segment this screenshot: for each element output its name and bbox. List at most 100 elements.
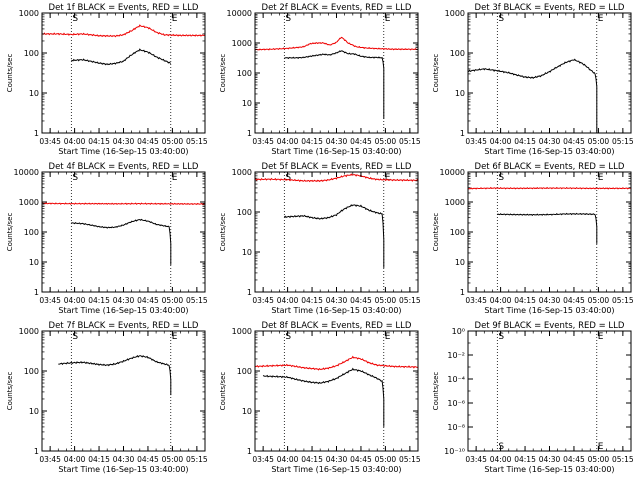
y-tick-label: 10 — [29, 258, 39, 267]
panel-title: Det 1f BLACK = Events, RED = LLD — [49, 3, 199, 13]
y-tick-label: 1000 — [19, 327, 39, 336]
x-tick-label: 04:00 — [490, 455, 512, 464]
x-tick-label: 04:00 — [64, 455, 86, 464]
panel-title: Det 3f BLACK = Events, RED = LLD — [475, 3, 625, 13]
x-tick-label: 05:00 — [162, 137, 184, 146]
marker-label: E — [598, 173, 604, 183]
y-tick-label: 1 — [34, 288, 39, 297]
marker-label: E — [598, 332, 604, 342]
plot-frame — [467, 171, 632, 293]
y-tick-label: 1000 — [232, 327, 252, 336]
events-series-line — [497, 212, 598, 244]
x-tick-label: 04:30 — [539, 296, 561, 305]
y-tick-label: 1000 — [445, 198, 465, 207]
y-tick-label: 1000 — [19, 9, 39, 18]
y-tick-label: 10⁻⁶ — [447, 399, 465, 408]
panel-title: Det 5f BLACK = Events, RED = LLD — [262, 162, 412, 172]
x-tick-label: 04:30 — [326, 455, 348, 464]
x-tick-label: 04:45 — [350, 455, 372, 464]
x-tick-label: 05:15 — [612, 296, 634, 305]
x-axis-label: Start Time (16-Sep-15 03:40:00) — [271, 465, 401, 474]
marker-label: E — [172, 173, 178, 183]
x-tick-label: 04:30 — [539, 137, 561, 146]
x-tick-label: 04:45 — [563, 455, 585, 464]
events-series-line — [262, 367, 385, 427]
x-tick-label: 04:45 — [350, 296, 372, 305]
x-tick-label: 05:15 — [186, 137, 208, 146]
panel-title: Det 2f BLACK = Events, RED = LLD — [262, 3, 412, 13]
y-tick-label: 1000 — [232, 168, 252, 177]
marker-label: S — [285, 173, 291, 183]
x-tick-label: 03:45 — [465, 455, 487, 464]
lld-series-line — [254, 173, 419, 183]
y-tick-label: 10000 — [14, 168, 39, 177]
lld-series-line — [41, 24, 206, 38]
x-tick-label: 05:00 — [588, 137, 610, 146]
y-axis-label: Counts/sec — [219, 372, 227, 411]
y-tick-label: 1 — [460, 129, 465, 138]
x-axis-label: Start Time (16-Sep-15 03:40:00) — [58, 306, 188, 315]
y-tick-label: 10 — [242, 248, 252, 257]
marker-label: E — [598, 14, 604, 24]
marker-label: S — [498, 442, 504, 452]
x-axis-label: Start Time (16-Sep-15 03:40:00) — [271, 147, 401, 156]
x-tick-label: 04:30 — [113, 296, 135, 305]
x-tick-label: 04:15 — [301, 296, 323, 305]
lld-series-line — [41, 202, 206, 206]
lld-series-line — [254, 355, 419, 371]
marker-label: E — [385, 173, 391, 183]
events-series-line — [284, 50, 385, 119]
x-axis-label: Start Time (16-Sep-15 03:40:00) — [484, 465, 614, 474]
y-axis-label: Counts/sec — [432, 54, 440, 93]
plot-frame — [254, 171, 419, 293]
x-tick-label: 04:15 — [88, 137, 110, 146]
x-tick-label: 05:15 — [399, 296, 421, 305]
x-tick-label: 04:00 — [490, 296, 512, 305]
x-tick-label: 04:00 — [490, 137, 512, 146]
x-tick-label: 03:45 — [252, 296, 274, 305]
x-tick-label: 03:45 — [252, 137, 274, 146]
plot-frame — [41, 330, 206, 452]
x-tick-label: 04:45 — [137, 137, 159, 146]
x-tick-label: 05:00 — [588, 455, 610, 464]
marker-label: S — [72, 173, 78, 183]
marker-label: S — [285, 14, 291, 24]
plot-frame — [41, 12, 206, 134]
y-tick-label: 100 — [450, 49, 465, 58]
x-tick-label: 04:15 — [301, 455, 323, 464]
y-tick-label: 10000 — [440, 168, 465, 177]
panel-title: Det 7f BLACK = Events, RED = LLD — [49, 321, 199, 331]
x-tick-label: 04:15 — [301, 137, 323, 146]
x-tick-label: 05:00 — [375, 137, 397, 146]
y-axis-label: Counts/sec — [6, 213, 14, 252]
panel-9: Det 9f BLACK = Events, RED = LLDSSEE10⁻¹… — [432, 321, 634, 474]
y-axis-label: Counts/sec — [432, 372, 440, 411]
y-tick-label: 1000 — [445, 9, 465, 18]
y-tick-label: 1 — [34, 129, 39, 138]
x-tick-label: 03:45 — [465, 296, 487, 305]
events-series-line — [58, 355, 172, 396]
x-tick-label: 03:45 — [39, 296, 61, 305]
y-tick-label: 10 — [29, 407, 39, 416]
x-tick-label: 05:15 — [399, 137, 421, 146]
lld-series-line — [467, 186, 632, 190]
x-tick-label: 05:00 — [162, 455, 184, 464]
x-tick-label: 04:00 — [277, 137, 299, 146]
x-tick-label: 04:15 — [514, 455, 536, 464]
panel-title: Det 9f BLACK = Events, RED = LLD — [475, 321, 625, 331]
x-tick-label: 04:45 — [137, 296, 159, 305]
y-axis-label: Counts/sec — [6, 54, 14, 93]
x-tick-label: 05:00 — [162, 296, 184, 305]
y-tick-label: 10000 — [227, 9, 252, 18]
x-axis-label: Start Time (16-Sep-15 03:40:00) — [484, 147, 614, 156]
y-tick-label: 100 — [24, 228, 39, 237]
x-tick-label: 04:45 — [137, 455, 159, 464]
y-tick-label: 100 — [24, 367, 39, 376]
